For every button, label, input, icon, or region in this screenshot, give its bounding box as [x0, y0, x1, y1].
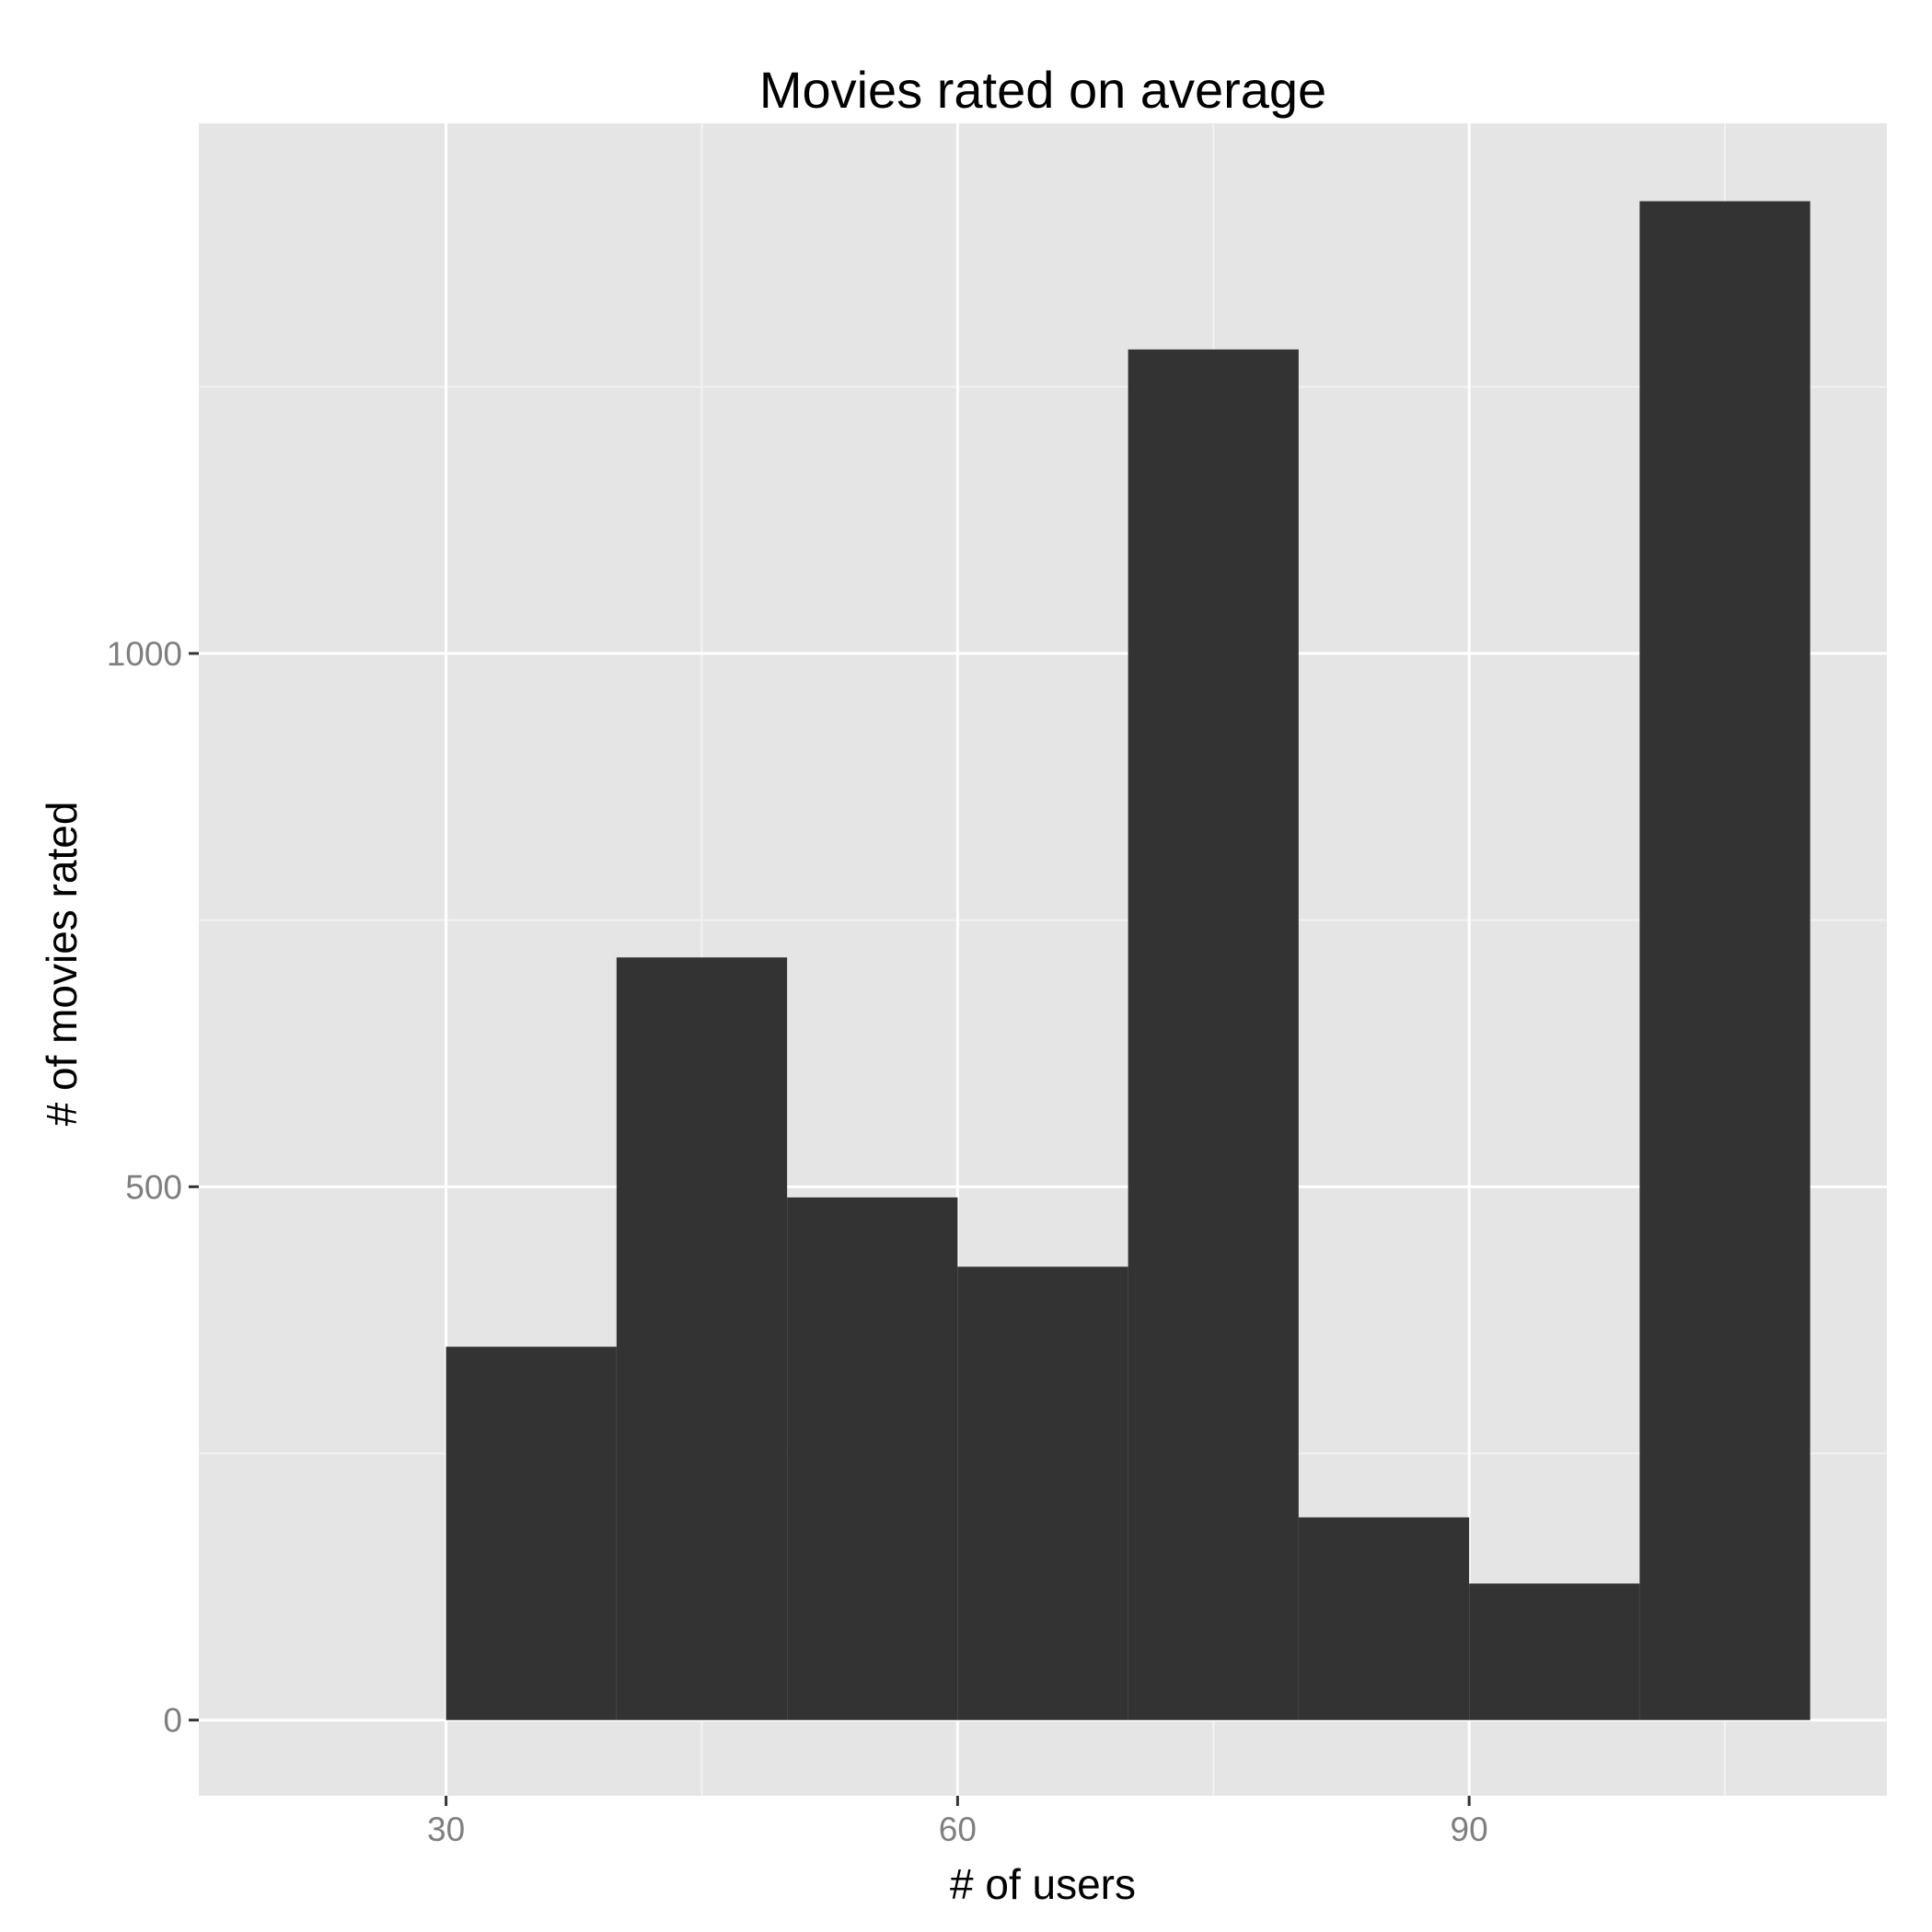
y-axis-ticks: 0 500 1000 [107, 635, 199, 1740]
chart-title: Movies rated on average [759, 61, 1326, 119]
histogram-bar [1469, 1583, 1640, 1720]
bars [445, 201, 1811, 1720]
y-tick-label: 500 [125, 1168, 182, 1206]
x-tick-label: 90 [1451, 1811, 1488, 1848]
histogram-bar [1298, 1517, 1470, 1720]
histogram-bar [1639, 201, 1811, 1720]
y-tick-label: 1000 [107, 635, 182, 673]
x-tick-label: 60 [939, 1811, 977, 1848]
histogram-bar [1128, 349, 1299, 1720]
y-axis-label: # of movies rated [38, 802, 86, 1127]
histogram-bar [445, 1347, 617, 1720]
histogram-bar [616, 957, 788, 1720]
y-tick-label: 0 [163, 1702, 182, 1740]
x-axis-label: # of users [950, 1860, 1136, 1908]
histogram-bar [957, 1267, 1128, 1720]
histogram-bar [787, 1197, 958, 1720]
x-axis-ticks: 30 60 90 [427, 1796, 1488, 1848]
x-tick-label: 30 [427, 1811, 465, 1848]
